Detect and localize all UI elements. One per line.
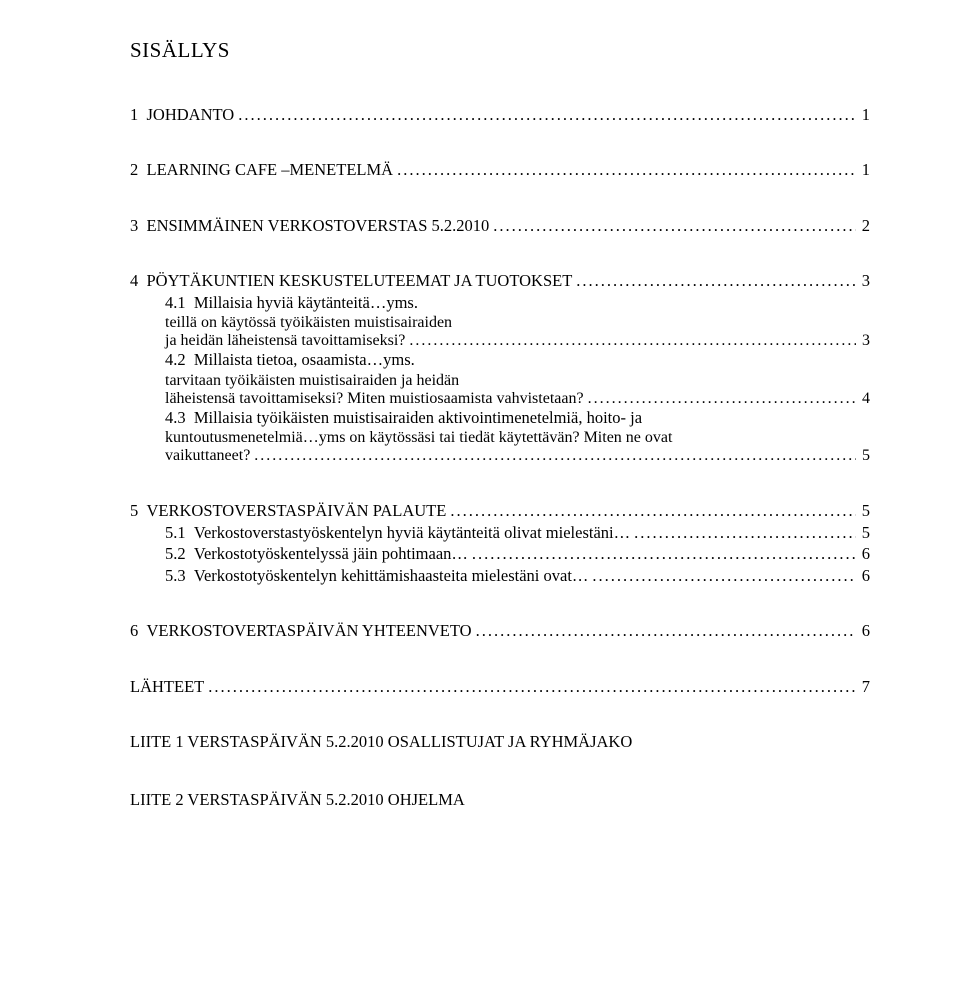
- section-num: 6: [130, 621, 138, 640]
- leader-dots: [572, 271, 856, 290]
- toc-sub-5-2: 5.2 Verkostotyöskentelyssä jäin pohtimaa…: [130, 544, 870, 563]
- sep: [186, 523, 194, 542]
- sub-num: 5.2: [165, 544, 186, 563]
- sep: [138, 271, 146, 290]
- page-num: 3: [856, 271, 870, 290]
- sub-label: Verkostotyöskentelyssä jäin pohtimaan…: [194, 544, 468, 563]
- sep: [186, 293, 194, 312]
- section-label: PÖYTÄKUNTIEN KESKUSTELUTEEMAT JA TUOTOKS…: [147, 271, 573, 290]
- page-num: 5: [856, 447, 870, 465]
- leader-dots: [405, 332, 856, 350]
- sub-num: 4.3: [165, 408, 186, 427]
- section-num: 1: [130, 105, 138, 124]
- toc-section-5: 5 VERKOSTOVERSTASPÄIVÄN PALAUTE 5 5.1 Ve…: [130, 501, 870, 585]
- sub-num: 5.1: [165, 523, 186, 542]
- page-num: 3: [856, 332, 870, 350]
- sep: [186, 566, 194, 585]
- page-num: 5: [856, 523, 870, 542]
- page-num: 6: [856, 621, 870, 640]
- lahteet-label: LÄHTEET: [130, 677, 204, 696]
- toc-sub-4-2: 4.2 Millaista tietoa, osaamista…yms. tar…: [130, 350, 870, 407]
- sub-num: 4.1: [165, 293, 186, 312]
- sub-num: 4.2: [165, 350, 186, 369]
- sub-label-line: teillä on käytössä työikäisten muistisai…: [165, 314, 870, 332]
- sub-label: Verkostotyöskentelyn kehittämishaasteita…: [194, 566, 589, 585]
- section-num: 5: [130, 501, 138, 520]
- sep: [138, 160, 146, 179]
- leader-dots: [204, 677, 856, 696]
- page-num: 2: [856, 216, 870, 235]
- section-label: LEARNING CAFE –MENETELMÄ: [147, 160, 394, 179]
- section-num: 3: [130, 216, 138, 235]
- sub-label-line: vaikuttaneet?: [165, 447, 250, 465]
- leader-dots: [446, 501, 856, 520]
- section-label: ENSIMMÄINEN VERKOSTOVERSTAS 5.2.2010: [147, 216, 490, 235]
- sep: [138, 621, 146, 640]
- sub-label-line: Millaista tietoa, osaamista…yms.: [194, 350, 415, 369]
- leader-dots: [489, 216, 856, 235]
- appendix-1: LIITE 1 VERSTASPÄIVÄN 5.2.2010 OSALLISTU…: [130, 732, 870, 752]
- toc-sub-5-1: 5.1 Verkostoverstastyöskentelyn hyviä kä…: [130, 523, 870, 542]
- page-num: 7: [856, 677, 870, 696]
- toc-section-4: 4 PÖYTÄKUNTIEN KESKUSTELUTEEMAT JA TUOTO…: [130, 271, 870, 465]
- appendix-2: LIITE 2 VERSTASPÄIVÄN 5.2.2010 OHJELMA: [130, 790, 870, 810]
- sub-num: 5.3: [165, 566, 186, 585]
- leader-dots: [234, 105, 856, 124]
- page-num: 5: [856, 501, 870, 520]
- toc-section-6: 6 VERKOSTOVERTASPÄIVÄN YHTEENVETO 6: [130, 621, 870, 640]
- section-num: 2: [130, 160, 138, 179]
- toc-title: SISÄLLYS: [130, 38, 870, 63]
- sep: [186, 408, 194, 427]
- toc-lahteet: LÄHTEET 7: [130, 677, 870, 696]
- toc-section-2: 2 LEARNING CAFE –MENETELMÄ 1: [130, 160, 870, 179]
- sep: [186, 544, 194, 563]
- toc-section-1: 1 JOHDANTO 1: [130, 105, 870, 124]
- sep: [138, 216, 146, 235]
- section-num: 4: [130, 271, 138, 290]
- sub-label-line: ja heidän läheistensä tavoittamiseksi?: [165, 332, 405, 350]
- leader-dots: [588, 566, 856, 585]
- section-label: JOHDANTO: [147, 105, 235, 124]
- sub-label-line: Millaisia työikäisten muistisairaiden ak…: [194, 408, 642, 427]
- sub-label-line: läheistensä tavoittamiseksi? Miten muist…: [165, 390, 584, 408]
- page-num: 6: [856, 566, 870, 585]
- sep: [186, 350, 194, 369]
- toc-section-3: 3 ENSIMMÄINEN VERKOSTOVERSTAS 5.2.2010 2: [130, 216, 870, 235]
- sub-label-line: Millaisia hyviä käytänteitä…yms.: [194, 293, 418, 312]
- page-num: 6: [856, 544, 870, 563]
- toc-sub-5-3: 5.3 Verkostotyöskentelyn kehittämishaast…: [130, 566, 870, 585]
- page-num: 1: [856, 105, 870, 124]
- page-num: 4: [856, 390, 870, 408]
- page-num: 1: [856, 160, 870, 179]
- leader-dots: [472, 621, 856, 640]
- toc-sub-4-3: 4.3 Millaisia työikäisten muistisairaide…: [130, 408, 870, 465]
- sep: [138, 105, 146, 124]
- sep: [138, 501, 146, 520]
- leader-dots: [250, 447, 856, 465]
- leader-dots: [630, 523, 856, 542]
- leader-dots: [468, 544, 856, 563]
- leader-dots: [393, 160, 856, 179]
- sub-label-line: tarvitaan työikäisten muistisairaiden ja…: [165, 372, 870, 390]
- section-label: VERKOSTOVERSTASPÄIVÄN PALAUTE: [147, 501, 447, 520]
- sub-label: Verkostoverstastyöskentelyn hyviä käytän…: [194, 523, 630, 542]
- sub-label-line: kuntoutusmenetelmiä…yms on käytössäsi ta…: [165, 429, 870, 447]
- section-label: VERKOSTOVERTASPÄIVÄN YHTEENVETO: [147, 621, 472, 640]
- toc-sub-4-1: 4.1 Millaisia hyviä käytänteitä…yms. tei…: [130, 293, 870, 350]
- leader-dots: [584, 390, 856, 408]
